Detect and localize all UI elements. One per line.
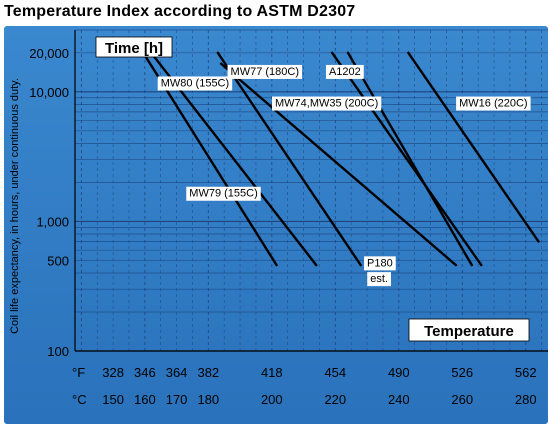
x-tick-label-celsius: 260 <box>451 392 473 407</box>
series-line <box>346 51 474 267</box>
curve-label-background <box>271 96 382 111</box>
x-tick-label-fahrenheit: 346 <box>134 365 156 380</box>
curve-label-text: MW16 (220C) <box>459 98 527 110</box>
curve-label: est. <box>367 272 391 287</box>
x-axis-unit-fahrenheit: °F <box>72 365 85 380</box>
series-line <box>219 62 458 267</box>
y-tick-label: 500 <box>47 253 69 268</box>
y-axis-label: Coil life expectancy, in hours, under co… <box>9 78 21 334</box>
y-axis-title: Time [h] <box>105 40 163 57</box>
curve-label-background <box>367 272 391 287</box>
series-line <box>330 51 483 267</box>
x-tick-label-fahrenheit: 364 <box>166 365 188 380</box>
curve-label: MW16 (220C) <box>456 96 531 111</box>
x-tick-label-fahrenheit: 562 <box>515 365 537 380</box>
y-tick-label: 1,000 <box>36 214 69 229</box>
curve-label-text: P180 <box>367 257 393 269</box>
x-tick-label-celsius: 170 <box>166 392 188 407</box>
curve-label-background <box>325 64 364 79</box>
x-tick-label-fahrenheit: 526 <box>451 365 473 380</box>
x-tick-label-fahrenheit: 418 <box>261 365 283 380</box>
curve-label-background <box>157 76 233 91</box>
x-tick-label-celsius: 220 <box>324 392 346 407</box>
x-tick-label-celsius: 160 <box>134 392 156 407</box>
x-tick-label-celsius: 280 <box>515 392 537 407</box>
x-tick-label-fahrenheit: 454 <box>324 365 346 380</box>
y-tick-label: 20,000 <box>29 46 69 61</box>
y-tick-label: 10,000 <box>29 85 69 100</box>
curve-label-background <box>364 256 396 271</box>
curve-label: MW79 (155C) <box>186 186 261 201</box>
x-axis-title-box: Temperature <box>408 318 530 342</box>
curve-label-text: est. <box>370 273 388 285</box>
y-tick-labels: 100 500 1,000 10,000 20,000 <box>29 46 69 359</box>
x-tick-label-celsius: 240 <box>388 392 410 407</box>
x-axis-unit-celsius: °C <box>72 392 87 407</box>
curve-label: MW74,MW35 (200C) <box>271 96 382 111</box>
x-axis-title: Temperature <box>424 323 514 340</box>
x-tick-label-fahrenheit: 382 <box>197 365 219 380</box>
curve-label-background <box>227 64 303 79</box>
grid-lines <box>74 29 548 352</box>
x-tick-label-fahrenheit: 490 <box>388 365 410 380</box>
curve-label: MW80 (155C) <box>157 76 233 91</box>
y-axis-title-box: Time [h] <box>95 36 173 58</box>
curve-label-background <box>186 186 261 201</box>
x-tick-label-celsius: 200 <box>261 392 283 407</box>
series-line <box>407 51 540 243</box>
curve-label-text: MW79 (155C) <box>189 188 257 200</box>
series-line <box>216 51 362 267</box>
x-tick-labels: 328 150 346 160 364 170 382 180 418 200 454 220 490 2… <box>102 365 536 407</box>
curve-label-background <box>456 96 531 111</box>
x-tick-label-celsius: 150 <box>102 392 124 407</box>
y-tick-label: 100 <box>47 344 69 359</box>
x-tick-label-celsius: 180 <box>197 392 219 407</box>
curve-label: P180 <box>364 256 396 271</box>
curve-labels: MW80 (155C)MW77 (180C) A1202 MW74,MW35 (20… <box>157 64 531 287</box>
curve-label-text: MW74,MW35 (200C) <box>275 98 378 110</box>
x-tick-label-fahrenheit: 328 <box>102 365 124 380</box>
curve-label-text: MW77 (180C) <box>231 66 299 78</box>
page-title: Temperature Index according to ASTM D230… <box>4 3 356 20</box>
curve-label-text: MW80 (155C) <box>161 77 229 89</box>
curve-label: A1202 <box>325 64 364 79</box>
curve-label: MW77 (180C) <box>227 64 303 79</box>
curve-label-text: A1202 <box>329 66 361 78</box>
